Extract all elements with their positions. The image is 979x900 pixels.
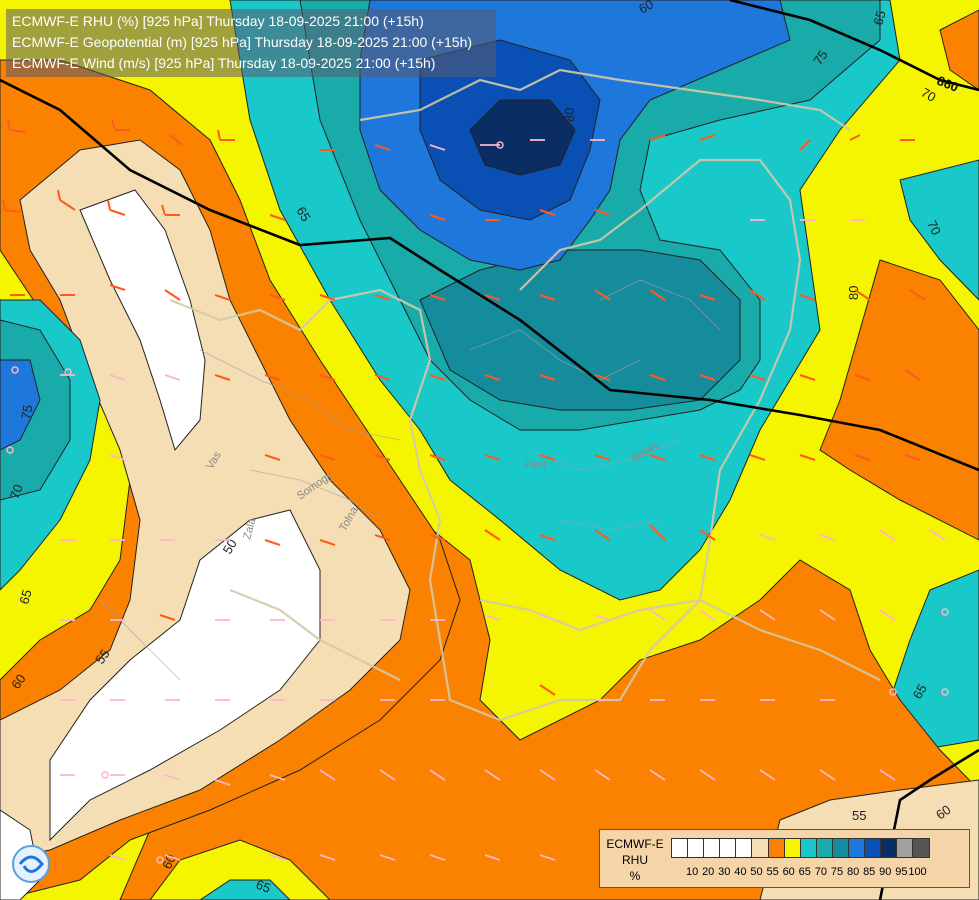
svg-text:65: 65 (870, 9, 888, 27)
title-rhu: ECMWF-E RHU (%) [925 hPa] Thursday 18-09… (12, 13, 424, 29)
map-title-box: ECMWF-E RHU (%) [925 hPa] Thursday 18-09… (6, 9, 496, 77)
legend-swatches (671, 838, 930, 860)
legend-ticks: 10 20 30 40 50 55 60 65 70 75 80 85 90 95 100 (672, 866, 972, 882)
geopotential-860-line-north (729, 0, 979, 92)
legend-tick-label: 65 (798, 866, 811, 878)
legend-swatch (848, 838, 866, 858)
rhu-east-cyan (899, 159, 979, 301)
legend-swatch (703, 838, 721, 858)
svg-text:65: 65 (293, 204, 313, 224)
rhu-legend: ECMWF-E RHU % 10 20 30 40 50 55 60 65 70 75 80 85 90… (599, 829, 970, 888)
legend-swatch (751, 838, 769, 858)
legend-tick-label: 90 (879, 866, 892, 878)
legend-swatch (912, 838, 930, 858)
legend-tick-label: 75 (830, 866, 844, 878)
legend-swatch (831, 838, 850, 858)
svg-text:60: 60 (933, 802, 953, 823)
title-geopotential: ECMWF-E Geopotential (m) [925 hPa] Thurs… (12, 34, 473, 50)
legend-swatch (799, 838, 817, 858)
legend-tick-label: 95 (895, 866, 908, 878)
svg-text:Pest: Pest (524, 459, 546, 471)
legend-tick-label: 60 (782, 866, 795, 878)
legend-swatch (864, 838, 882, 858)
legend-swatch (671, 838, 689, 858)
legend-label-model: ECMWF-E (606, 837, 664, 851)
svg-text:55: 55 (852, 808, 866, 823)
legend-tick-label: 85 (863, 866, 876, 878)
svg-text:80: 80 (562, 108, 577, 122)
legend-swatch (815, 838, 833, 858)
svg-text:70: 70 (7, 482, 26, 501)
svg-text:65: 65 (16, 588, 34, 606)
rhu-northeast-orange (939, 9, 979, 91)
legend-tick-label: 50 (750, 866, 763, 878)
rhu-90-95-region (469, 99, 576, 176)
svg-text:65: 65 (254, 877, 273, 896)
rhu-below-50-north (79, 189, 206, 452)
legend-tick-label: 40 (734, 866, 747, 878)
geopotential-860-line (0, 78, 979, 472)
svg-text:75: 75 (18, 404, 35, 421)
svg-text:70: 70 (919, 85, 939, 105)
wind-barbs-orange (2, 119, 926, 696)
legend-tick-label: 10 (685, 866, 699, 878)
rhu-west-blue (0, 359, 41, 451)
svg-text:75: 75 (810, 47, 831, 67)
legend-tick-label: 20 (702, 866, 715, 878)
legend-swatch (767, 838, 785, 858)
rhu-south-cyan (199, 879, 291, 900)
rhu-50-55-region (0, 139, 411, 861)
legend-swatch (896, 838, 914, 858)
svg-text:70: 70 (924, 218, 944, 237)
title-wind: ECMWF-E Wind (m/s) [925 hPa] Thursday 18… (12, 55, 436, 71)
legend-tick-label: 30 (718, 866, 731, 878)
legend-swatch (719, 838, 737, 858)
legend-swatch (880, 838, 898, 858)
svg-text:80: 80 (846, 286, 861, 300)
legend-tick-label: 55 (766, 866, 779, 878)
country-borders (169, 68, 881, 722)
svg-text:50: 50 (220, 536, 240, 556)
legend-swatch (735, 838, 753, 858)
rhu-contour-labels: 60 80 65 75 70 65 70 80 75 70 65 55 60 5… (7, 0, 954, 896)
legend-tick-label: 100 (908, 866, 927, 878)
rhu-south-yellow (149, 839, 331, 900)
rhu-below-50-south (49, 509, 321, 842)
legend-label-unit: % (629, 869, 641, 883)
svg-text:60: 60 (8, 671, 29, 691)
legend-tick-label: 80 (846, 866, 860, 878)
legend-tick-label: 70 (814, 866, 828, 878)
wind-barbs-pink (60, 139, 946, 861)
calm-wind-markers (6, 141, 949, 864)
svg-text:55: 55 (92, 646, 113, 666)
legend-label: ECMWF-E RHU % (602, 836, 668, 884)
provider-logo (12, 845, 50, 883)
svg-text:Zala: Zala (241, 516, 258, 541)
svg-text:60: 60 (159, 852, 179, 871)
rhu-east-orange (819, 259, 979, 541)
legend-swatch (687, 838, 705, 858)
legend-swatch (783, 838, 801, 858)
legend-label-variable: RHU (622, 853, 648, 867)
svg-text:65: 65 (910, 681, 930, 701)
